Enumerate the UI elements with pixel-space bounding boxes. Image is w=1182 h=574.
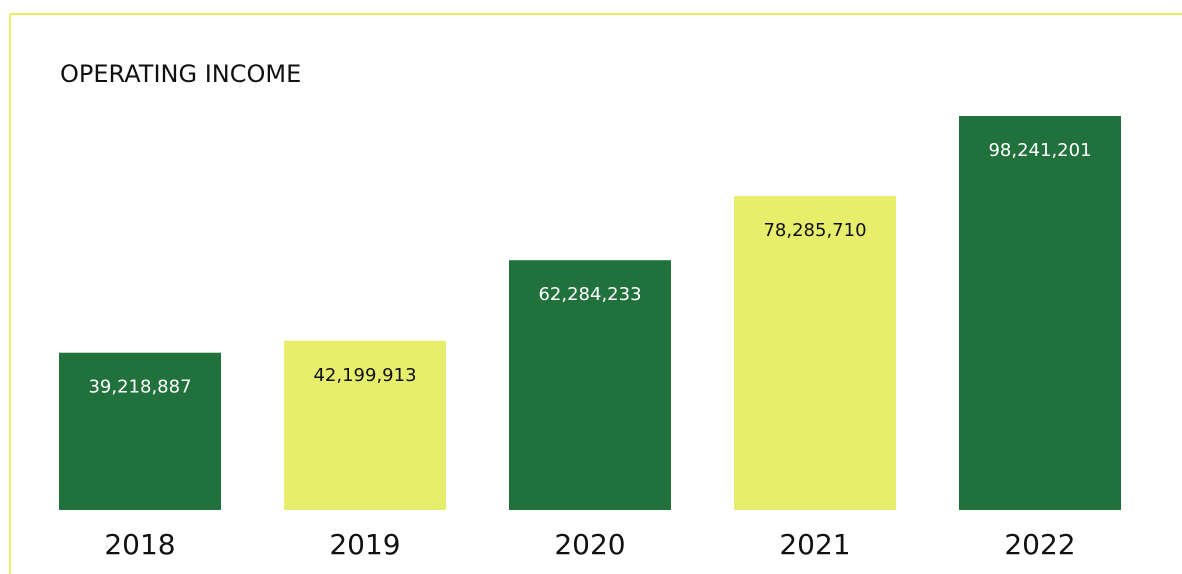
value-label: 42,199,913 bbox=[313, 365, 416, 386]
value-label: 98,241,201 bbox=[988, 140, 1091, 161]
bar bbox=[59, 352, 221, 510]
x-tick-label: 2020 bbox=[554, 528, 625, 561]
bar bbox=[734, 196, 896, 511]
x-tick-label: 2021 bbox=[779, 528, 850, 561]
bar bbox=[284, 340, 446, 510]
x-tick-label: 2022 bbox=[1004, 528, 1075, 561]
bar bbox=[509, 260, 671, 510]
value-label: 39,218,887 bbox=[88, 377, 191, 398]
chart-title: OPERATING INCOME bbox=[60, 60, 301, 88]
bar bbox=[959, 116, 1121, 510]
value-label: 62,284,233 bbox=[538, 284, 641, 305]
value-label: 78,285,710 bbox=[763, 220, 866, 241]
x-tick-label: 2018 bbox=[104, 528, 175, 561]
x-tick-label: 2019 bbox=[329, 528, 400, 561]
